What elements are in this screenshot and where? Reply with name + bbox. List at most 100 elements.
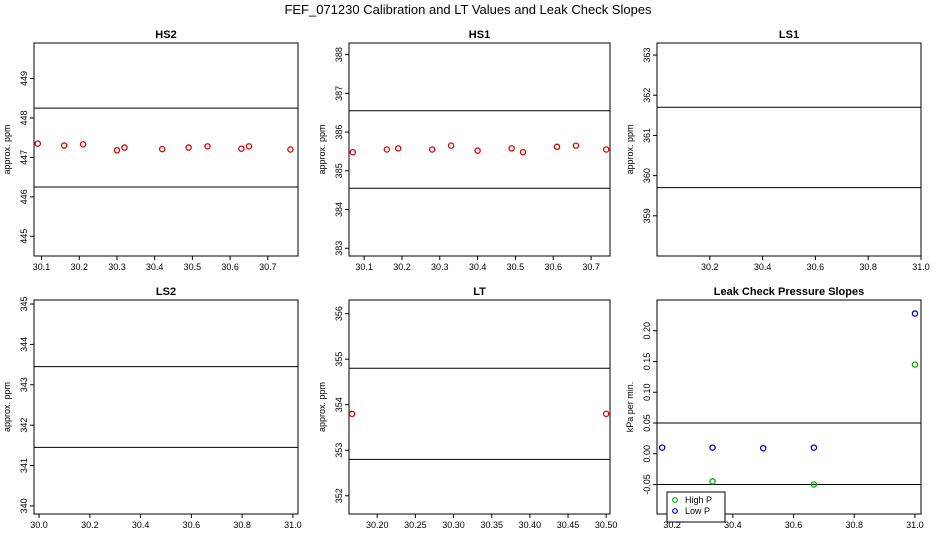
y-tick-label: 360: [642, 168, 652, 183]
panel-hs1: HS1 30.1 30.2 30.3 30.4 30.5 30.6 30.7 383 384 385…: [317, 29, 611, 272]
data-point: [383, 146, 391, 153]
plot-frame: [656, 299, 922, 515]
y-tick-label: 0.00: [642, 445, 652, 463]
y-tick-label: 363: [642, 48, 652, 63]
x-tick-label: 30.35: [480, 520, 503, 530]
data-point: [60, 142, 68, 149]
y-tick-label: 355: [334, 352, 344, 367]
x-tick-label: 31.0: [284, 520, 302, 530]
x-tick-label: 31.0: [912, 262, 930, 272]
data-point: [602, 146, 610, 153]
legend-box: [666, 491, 726, 523]
x-tick-label: 30.6: [785, 520, 803, 530]
y-tick-label: 446: [19, 189, 29, 204]
y-tick-label: 0.10: [642, 383, 652, 401]
panel-title: LT: [473, 286, 486, 298]
x-tick-label: 30.8: [845, 520, 863, 530]
y-tick-label: 384: [334, 202, 344, 217]
x-tick-label: 30.40: [519, 520, 542, 530]
y-axis-label: approx. ppm: [317, 382, 327, 432]
data-point: [810, 481, 818, 488]
x-tick-label: 30.5: [184, 262, 202, 272]
panel-title: LS2: [156, 286, 176, 298]
y-tick-label: 343: [19, 377, 29, 392]
data-point: [204, 143, 211, 150]
x-tick-label: 30.4: [146, 262, 164, 272]
x-tick-label: 30.30: [442, 520, 465, 530]
x-tick-label: 30.1: [355, 262, 373, 272]
x-tick-label: 30.6: [807, 262, 825, 272]
panel-title: HS1: [469, 29, 490, 41]
plot-frame: [656, 42, 922, 257]
legend-marker: [672, 508, 678, 514]
data-point: [474, 147, 481, 154]
data-point: [519, 148, 527, 156]
y-axis-label: kPa per min.: [625, 382, 635, 433]
data-point: [121, 144, 128, 151]
x-tick-label: 30.4: [469, 262, 487, 272]
y-tick-label: 356: [334, 306, 344, 321]
panel-ls2: LS2 30.0 30.2 30.4 30.6 30.8 31.0 340 341 342 343 3…: [2, 286, 302, 530]
x-tick-label: 30.45: [557, 520, 580, 530]
y-tick-label: 344: [19, 337, 29, 352]
data-point: [394, 145, 402, 152]
x-tick-label: 30.6: [544, 262, 562, 272]
y-axis-label: approx. ppm: [317, 124, 327, 174]
x-tick-label: 30.8: [233, 520, 251, 530]
y-tick-label: 387: [334, 86, 344, 101]
data-point: [602, 410, 610, 418]
y-tick-label: 388: [334, 47, 344, 62]
y-tick-label: 342: [19, 418, 29, 433]
y-tick-label: -0.05: [642, 474, 652, 495]
data-point: [238, 145, 245, 152]
x-tick-label: 30.25: [404, 520, 427, 530]
y-tick-label: 340: [19, 498, 29, 513]
y-tick-label: 386: [334, 125, 344, 140]
x-tick-label: 30.7: [582, 262, 600, 272]
y-tick-label: 448: [19, 110, 29, 125]
y-tick-label: 352: [334, 488, 344, 503]
plot-frame: [348, 42, 611, 257]
panels: HS2 30.1 30.2 30.3 30.4 30.5 30.6 30.7 445 446 447…: [2, 29, 930, 530]
data-point: [113, 147, 121, 154]
x-tick-label: 30.4: [724, 520, 742, 530]
plot-frame: [33, 299, 299, 515]
data-point: [245, 143, 253, 150]
page-title: FEF_071230 Calibration and LT Values and…: [284, 2, 652, 17]
y-tick-label: 341: [19, 458, 29, 473]
x-tick-label: 30.4: [132, 520, 150, 530]
x-tick-label: 30.7: [259, 262, 277, 272]
data-point: [709, 444, 716, 451]
x-tick-label: 30.50: [595, 520, 618, 530]
legend-label: High P: [685, 495, 712, 505]
y-tick-label: 383: [334, 241, 344, 256]
data-point: [348, 410, 356, 418]
legend-label: Low P: [685, 506, 710, 516]
y-tick-label: 353: [334, 443, 344, 458]
x-tick-label: 30.4: [754, 262, 772, 272]
data-point: [572, 142, 580, 149]
data-point: [34, 140, 42, 147]
x-tick-label: 30.2: [663, 520, 681, 530]
y-tick-label: 359: [642, 208, 652, 223]
x-tick-label: 30.3: [431, 262, 449, 272]
data-point: [447, 142, 455, 149]
data-point: [349, 148, 357, 156]
data-point: [759, 444, 767, 452]
x-tick-label: 30.0: [30, 520, 48, 530]
x-tick-label: 30.6: [221, 262, 239, 272]
plot-frame: [348, 299, 611, 515]
x-tick-label: 30.2: [81, 520, 99, 530]
x-tick-label: 30.5: [507, 262, 525, 272]
y-tick-label: 445: [19, 229, 29, 244]
x-tick-label: 30.8: [859, 262, 877, 272]
y-axis-label: approx. ppm: [2, 124, 12, 174]
data-point: [185, 144, 192, 151]
panel-title: Leak Check Pressure Slopes: [714, 286, 864, 298]
y-tick-label: 362: [642, 88, 652, 103]
data-point: [709, 478, 716, 485]
y-tick-label: 354: [334, 397, 344, 412]
y-tick-label: 385: [334, 163, 344, 178]
data-point: [287, 146, 294, 153]
